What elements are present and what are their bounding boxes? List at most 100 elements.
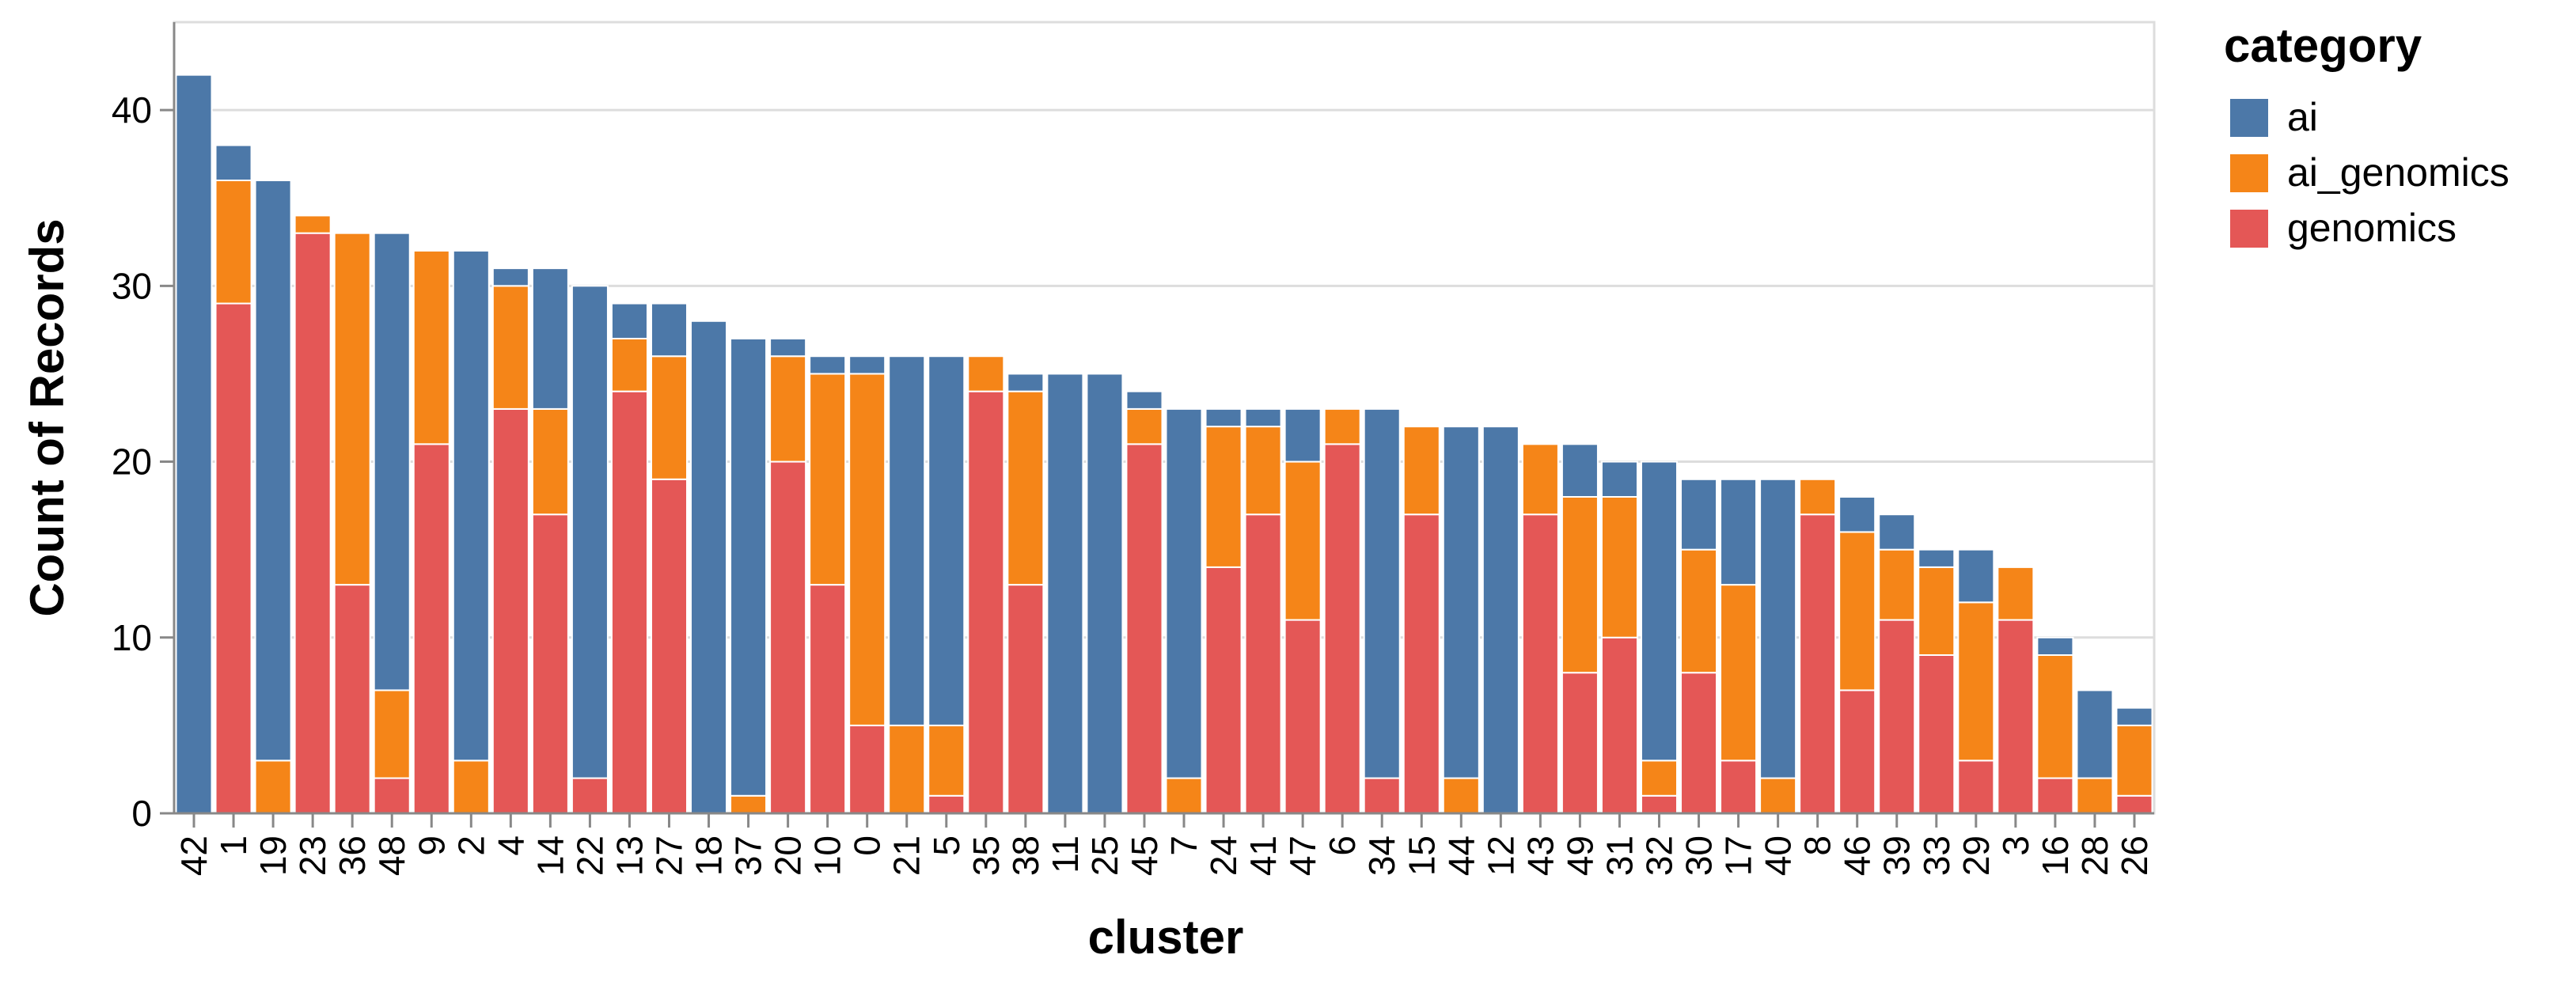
bar-segment-genomics-35	[967, 390, 1005, 814]
bar-segment-genomics-45	[1125, 443, 1163, 814]
bar-segment-ai_genomics-0	[848, 373, 886, 726]
x-tick-label: 39	[1876, 835, 1918, 876]
bar-segment-genomics-41	[1244, 513, 1282, 814]
bar-segment-ai-5	[928, 355, 966, 726]
bar-segment-ai-17	[1720, 478, 1758, 586]
bar-segment-ai_genomics-40	[1759, 777, 1797, 814]
y-tick-label: 0	[131, 793, 152, 834]
legend-swatch-ai	[2230, 99, 2268, 137]
bar-segment-ai-49	[1561, 443, 1599, 498]
bar-segment-ai-32	[1640, 460, 1679, 762]
x-tick-label: 16	[2035, 835, 2076, 876]
bar-segment-ai_genomics-41	[1244, 426, 1282, 516]
bar-segment-genomics-43	[1521, 513, 1559, 814]
legend-label-genomics: genomics	[2287, 206, 2456, 250]
bar-segment-ai_genomics-43	[1521, 443, 1559, 516]
bar-segment-ai-30	[1680, 478, 1718, 551]
bar-segment-ai-21	[888, 355, 926, 726]
bar-segment-genomics-0	[848, 724, 886, 815]
bar-segment-ai_genomics-2	[452, 760, 490, 814]
x-tick-label: 28	[2074, 835, 2115, 876]
bar-segment-ai_genomics-19	[254, 760, 292, 814]
bar-segment-ai-18	[690, 320, 728, 814]
x-tick-label: 15	[1401, 835, 1442, 876]
bar-segment-ai_genomics-8	[1799, 478, 1837, 516]
x-tick-label: 2	[450, 835, 491, 856]
bar-segment-genomics-20	[769, 460, 807, 814]
bar-segment-genomics-22	[571, 777, 609, 814]
bar-segment-ai_genomics-3	[1997, 566, 2035, 621]
bar-segment-ai-40	[1759, 478, 1797, 779]
x-tick-label: 45	[1124, 835, 1165, 876]
x-tick-label: 14	[529, 835, 571, 876]
bar-segment-ai_genomics-45	[1125, 407, 1163, 445]
bar-segment-genomics-16	[2036, 777, 2074, 814]
x-tick-label: 44	[1440, 835, 1481, 876]
bar-segment-genomics-26	[2115, 794, 2153, 814]
y-tick-label: 30	[112, 265, 152, 306]
x-tick-label: 4	[490, 835, 531, 856]
bar-segment-ai-41	[1244, 407, 1282, 428]
bar-segment-ai_genomics-17	[1720, 584, 1758, 762]
legend-swatch-ai_genomics	[2230, 154, 2268, 192]
bars	[175, 74, 2153, 815]
bar-segment-ai-44	[1442, 426, 1480, 779]
bar-segment-genomics-5	[928, 794, 966, 814]
bar-segment-genomics-27	[650, 478, 689, 814]
bar-segment-ai-19	[254, 180, 292, 762]
bar-segment-genomics-49	[1561, 672, 1599, 814]
x-tick-label: 35	[966, 835, 1007, 876]
x-tick-label: 13	[609, 835, 650, 876]
legend: category ai ai_genomics genomics	[2224, 19, 2510, 250]
bar-segment-ai-22	[571, 285, 609, 779]
bar-segment-genomics-23	[294, 232, 332, 814]
bar-segment-ai_genomics-49	[1561, 496, 1599, 674]
bar-segment-genomics-30	[1680, 672, 1718, 814]
x-tick-label: 21	[886, 835, 928, 876]
bar-segment-ai_genomics-23	[294, 214, 332, 234]
x-tick-label: 12	[1480, 835, 1521, 876]
x-tick-label: 49	[1559, 835, 1600, 876]
x-tick-label: 0	[847, 835, 888, 856]
x-tick-label: 46	[1837, 835, 1878, 876]
bar-segment-ai-7	[1165, 407, 1203, 779]
bar-segment-ai_genomics-28	[2076, 777, 2114, 814]
bar-segment-genomics-36	[333, 584, 371, 814]
bar-segment-ai-27	[650, 302, 689, 358]
bar-segment-ai-10	[809, 355, 847, 375]
bar-segment-ai-20	[769, 338, 807, 358]
bar-segment-ai-12	[1481, 426, 1519, 814]
y-tick-label: 40	[112, 89, 152, 131]
bar-segment-ai_genomics-6	[1323, 407, 1361, 445]
bar-segment-ai-24	[1205, 407, 1242, 428]
bar-segment-ai-29	[1957, 548, 1995, 604]
x-tick-label: 33	[1916, 835, 1957, 876]
x-tick-label: 42	[173, 835, 214, 876]
bar-segment-ai_genomics-36	[333, 232, 371, 586]
x-tick-label: 8	[1797, 835, 1838, 856]
bar-segment-ai-42	[175, 74, 213, 814]
x-tick-label: 37	[728, 835, 769, 876]
bar-segment-ai_genomics-15	[1402, 426, 1440, 516]
x-tick-label: 11	[1045, 835, 1086, 873]
x-tick-label: 20	[768, 835, 809, 876]
bar-segment-ai-0	[848, 355, 886, 375]
x-tick-label: 7	[1163, 835, 1205, 856]
x-tick-label: 23	[292, 835, 333, 876]
bar-segment-ai_genomics-13	[610, 338, 648, 392]
x-tick-label: 1	[213, 835, 254, 856]
bar-segment-genomics-14	[531, 513, 569, 814]
x-tick-label: 48	[371, 835, 412, 876]
bar-segment-genomics-4	[491, 407, 529, 815]
x-tick-label: 10	[807, 835, 848, 876]
bar-segment-ai-28	[2076, 689, 2114, 779]
bar-segment-ai_genomics-5	[928, 724, 966, 797]
bar-segment-ai_genomics-9	[412, 249, 450, 445]
x-tick-label: 30	[1679, 835, 1720, 876]
bar-segment-genomics-47	[1284, 619, 1322, 814]
bar-segment-ai_genomics-35	[967, 355, 1005, 392]
bar-segment-ai-26	[2115, 707, 2153, 726]
x-tick-label: 18	[689, 835, 730, 876]
